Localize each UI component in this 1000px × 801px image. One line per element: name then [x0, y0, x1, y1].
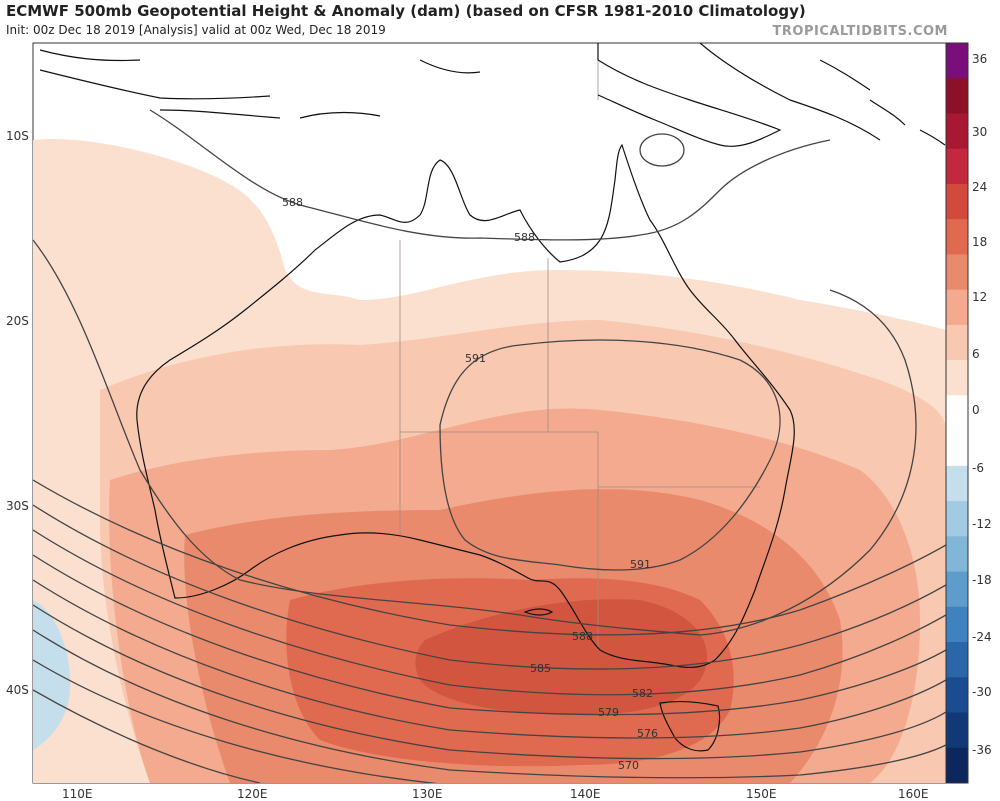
colorbar-swatch	[946, 501, 968, 537]
colorbar-label: 0	[972, 403, 980, 417]
lon-label: 150E	[746, 787, 777, 801]
lat-label: 10S	[6, 129, 29, 143]
state-borders	[399, 43, 760, 650]
height-contours	[33, 109, 946, 783]
colorbar	[945, 42, 969, 784]
contour-label: 591	[465, 352, 486, 365]
contour-closed-png	[639, 133, 685, 167]
contour-570	[33, 629, 946, 779]
lon-label: 160E	[898, 787, 929, 801]
colorbar-label: 30	[972, 125, 988, 139]
colorbar-swatch	[946, 430, 968, 467]
colorbar-label: -6	[972, 461, 984, 475]
contour-label: 579	[598, 706, 619, 719]
colorbar-swatch	[946, 571, 968, 608]
colorbar-swatch	[946, 254, 968, 291]
colorbar-swatch	[946, 747, 968, 784]
contour-588-outer	[33, 239, 917, 636]
contour-588-north	[149, 109, 831, 241]
colorbar-swatch	[946, 395, 968, 432]
contour-label: 588	[514, 231, 535, 244]
contour-label: 588	[572, 630, 593, 643]
page-title: ECMWF 500mb Geopotential Height & Anomal…	[6, 2, 806, 20]
colorbar-swatch	[946, 289, 968, 326]
colorbar-swatch	[946, 324, 968, 361]
contour-582	[33, 529, 946, 696]
contour-label: 585	[530, 662, 551, 675]
lat-label: 40S	[6, 683, 29, 697]
contour-564	[33, 689, 261, 783]
colorbar-swatch	[946, 712, 968, 749]
colorbar-label: -18	[972, 573, 992, 587]
contour-label: 588	[282, 196, 303, 209]
colorbar-label: -36	[972, 743, 992, 757]
coastlines	[39, 43, 946, 752]
contour-591-ring	[439, 339, 781, 571]
colorbar-swatch	[946, 43, 968, 79]
lon-label: 140E	[570, 787, 601, 801]
anomaly-shading	[33, 139, 946, 783]
kangaroo-island	[523, 608, 554, 616]
australia-coastline	[136, 143, 795, 668]
new-guinea-coastline	[597, 59, 782, 147]
lon-label: 130E	[412, 787, 443, 801]
new-guinea-north-coastline	[597, 43, 881, 141]
anomaly-fill-negative	[33, 600, 71, 750]
colorbar-label: 36	[972, 52, 988, 66]
pacific-islands	[819, 59, 946, 146]
colorbar-label: 18	[972, 235, 988, 249]
init-info: Init: 00z Dec 18 2019 [Analysis] valid a…	[6, 23, 386, 37]
contour-label: 570	[618, 759, 639, 772]
site-brand[interactable]: TROPICALTIDBITS.COM	[772, 24, 948, 39]
colorbar-swatch	[946, 113, 968, 150]
colorbar-swatch	[946, 677, 968, 714]
contour-576	[33, 579, 946, 739]
contour-label: 582	[632, 687, 653, 700]
colorbar-frame	[945, 42, 969, 784]
contour-label: 576	[637, 727, 658, 740]
contour-label: 591	[630, 558, 651, 571]
lat-label: 20S	[6, 314, 29, 328]
colorbar-swatch	[946, 78, 968, 114]
colorbar-swatch	[946, 642, 968, 678]
colorbar-label: -30	[972, 685, 992, 699]
colorbar-swatch	[946, 183, 968, 220]
colorbar-swatch	[946, 606, 968, 643]
indonesia-islands	[39, 49, 481, 119]
colorbar-swatch	[946, 148, 968, 185]
colorbar-label: 6	[972, 347, 980, 361]
tasmania-coastline	[659, 700, 721, 752]
lon-label: 110E	[62, 787, 93, 801]
contour-label-group: 588 588 591 591 588 585 582 579 576 570	[282, 196, 658, 772]
contour-585	[33, 504, 946, 670]
colorbar-swatch	[946, 536, 968, 573]
colorbar-label: 12	[972, 290, 988, 304]
anomaly-fill-18	[415, 599, 708, 715]
colorbar-label: 24	[972, 180, 988, 194]
lon-label: 120E	[237, 787, 268, 801]
contour-588-south	[33, 479, 946, 636]
colorbar-swatch	[946, 465, 968, 502]
colorbar-swatch	[946, 219, 968, 255]
colorbar-label: -12	[972, 517, 992, 531]
contour-579	[33, 554, 946, 716]
contour-573	[33, 604, 946, 760]
contour-567	[33, 659, 438, 783]
lat-label: 30S	[6, 499, 29, 513]
colorbar-swatch	[946, 360, 968, 396]
colorbar-label: -24	[972, 630, 992, 644]
